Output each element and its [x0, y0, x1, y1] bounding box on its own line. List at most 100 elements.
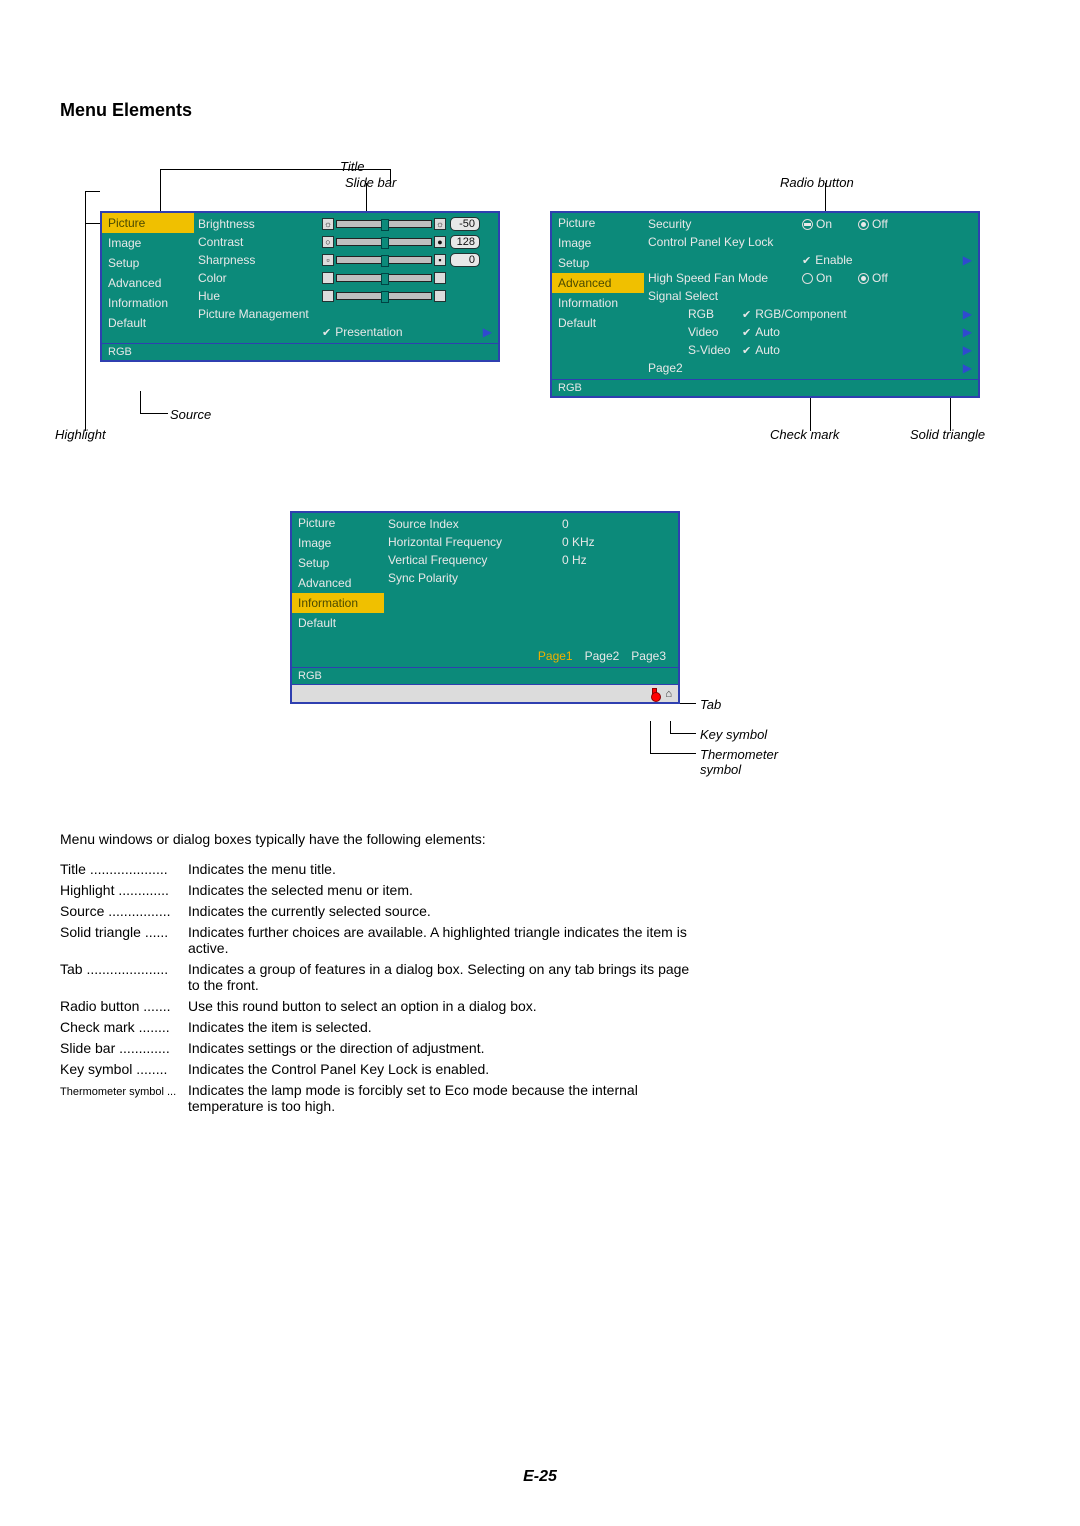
menu-item[interactable]: Image: [292, 533, 384, 553]
menu-item[interactable]: Default: [102, 313, 194, 333]
menu-item[interactable]: Setup: [552, 253, 644, 273]
setting-header: Control Panel Key Lock: [648, 235, 773, 249]
info-label: Vertical Frequency: [388, 553, 558, 567]
check-value[interactable]: Presentation: [322, 325, 403, 339]
setting-header: Picture Management: [198, 307, 492, 321]
menu-setting-row: S-Video Auto ▶: [646, 341, 974, 359]
page-title: Menu Elements: [60, 100, 1020, 121]
definition-term: Tab .....................: [60, 961, 180, 977]
menu-item[interactable]: Advanced: [552, 273, 644, 293]
setting-label: S-Video: [648, 343, 738, 357]
slide-bar[interactable]: ○●: [322, 236, 446, 248]
setting-label: High Speed Fan Mode: [648, 271, 798, 285]
info-value: 0 KHz: [562, 535, 595, 549]
menu-item[interactable]: Image: [102, 233, 194, 253]
info-row: Horizontal Frequency0 KHz: [386, 533, 674, 551]
solid-triangle-icon[interactable]: ▶: [963, 253, 972, 267]
menu-window-3: PictureImageSetupAdvancedInformationDefa…: [290, 511, 680, 704]
slide-bar[interactable]: [322, 290, 446, 302]
solid-triangle-icon[interactable]: ▶: [963, 325, 972, 339]
menu-item[interactable]: Default: [292, 613, 384, 633]
menu-setting-row: Enable ▶: [646, 251, 974, 269]
definitions-list: Title ....................Indicates the …: [60, 861, 700, 1114]
callout-highlight: Highlight: [55, 427, 106, 442]
setting-header: Signal Select: [648, 289, 718, 303]
tab[interactable]: Page2: [585, 649, 620, 663]
slide-bar[interactable]: ▫▪: [322, 254, 446, 266]
menu-setting-row: Page2▶: [646, 359, 974, 377]
value-box: 128: [450, 235, 480, 249]
key-lock-icon: ⌂: [665, 688, 672, 700]
menu-setting-row: Signal Select: [646, 287, 974, 305]
definition-term: Key symbol ........: [60, 1061, 180, 1077]
menu-right-pane: Source Index0Horizontal Frequency0 KHzVe…: [384, 513, 678, 667]
menu-item[interactable]: Default: [552, 313, 644, 333]
info-row: Sync Polarity: [386, 569, 674, 587]
menu-setting-row: Presentation ▶: [196, 323, 494, 341]
definition-row: Slide bar .............Indicates setting…: [60, 1040, 700, 1056]
definition-row: Source ................Indicates the cur…: [60, 903, 700, 919]
definition-desc: Indicates the selected menu or item.: [188, 882, 700, 898]
check-value[interactable]: Auto: [742, 325, 780, 339]
callout-radio: Radio button: [780, 175, 854, 190]
tab[interactable]: Page3: [631, 649, 666, 663]
solid-triangle-icon[interactable]: ▶: [483, 325, 492, 339]
callout-source: Source: [170, 407, 211, 422]
tab-bar: Page1 Page2 Page3: [386, 647, 674, 665]
definition-row: Radio button .......Use this round butto…: [60, 998, 700, 1014]
definition-desc: Indicates the Control Panel Key Lock is …: [188, 1061, 700, 1077]
solid-triangle-icon[interactable]: ▶: [963, 343, 972, 357]
menu-left-pane: PictureImageSetupAdvancedInformationDefa…: [552, 213, 644, 379]
info-label: Source Index: [388, 517, 558, 531]
definition-desc: Indicates settings or the direction of a…: [188, 1040, 700, 1056]
definition-row: Title ....................Indicates the …: [60, 861, 700, 877]
radio-button[interactable]: Off: [858, 217, 888, 231]
callout-title: Title: [340, 159, 364, 174]
radio-button[interactable]: On: [802, 217, 832, 231]
figure-advanced-menu: Radio button Check mark Solid triangle P…: [550, 181, 1020, 451]
setting-label: Color: [198, 271, 318, 285]
definition-desc: Indicates the lamp mode is forcibly set …: [188, 1082, 700, 1114]
info-row: Vertical Frequency0 Hz: [386, 551, 674, 569]
menu-window-1: PictureImageSetupAdvancedInformationDefa…: [100, 211, 500, 362]
definition-row: Tab ..................... Indicates a gro…: [60, 961, 700, 993]
menu-item[interactable]: Picture: [292, 513, 384, 533]
menu-item[interactable]: Information: [552, 293, 644, 313]
tab[interactable]: Page1: [538, 649, 573, 663]
definition-term: Highlight .............: [60, 882, 180, 898]
definition-desc: Indicates a group of features in a dialo…: [188, 961, 700, 993]
menu-item[interactable]: Picture: [102, 213, 194, 233]
callout-slidebar: Slide bar: [345, 175, 396, 190]
figure-picture-menu: Title Slide bar Source Highlight Picture…: [60, 181, 510, 451]
menu-item[interactable]: Picture: [552, 213, 644, 233]
menu-item[interactable]: Setup: [102, 253, 194, 273]
check-value[interactable]: Auto: [742, 343, 780, 357]
slide-bar[interactable]: ☼☼: [322, 218, 446, 230]
setting-label: Sharpness: [198, 253, 318, 267]
solid-triangle-icon[interactable]: ▶: [963, 307, 972, 321]
radio-button[interactable]: Off: [858, 271, 888, 285]
slide-bar[interactable]: [322, 272, 446, 284]
check-value[interactable]: RGB/Component: [742, 307, 847, 321]
definition-term: Check mark ........: [60, 1019, 180, 1035]
menu-item[interactable]: Information: [102, 293, 194, 313]
info-value: 0: [562, 517, 569, 531]
callout-solidtri: Solid triangle: [910, 427, 985, 442]
menu-item[interactable]: Image: [552, 233, 644, 253]
check-value[interactable]: Enable: [802, 253, 853, 267]
menu-item[interactable]: Advanced: [292, 573, 384, 593]
radio-button[interactable]: On: [802, 271, 832, 285]
definition-desc: Indicates further choices are available.…: [188, 924, 700, 956]
definition-term: Thermometer symbol ...: [60, 1086, 180, 1098]
setting-label: Contrast: [198, 235, 318, 249]
solid-triangle-icon[interactable]: ▶: [963, 361, 972, 375]
definition-desc: Indicates the menu title.: [188, 861, 700, 877]
menu-item[interactable]: Information: [292, 593, 384, 613]
menu-item[interactable]: Advanced: [102, 273, 194, 293]
value-box: 0: [450, 253, 480, 267]
info-row: Source Index 0: [386, 515, 674, 533]
value-box: -50: [450, 217, 480, 231]
intro-text: Menu windows or dialog boxes typically h…: [60, 831, 1020, 847]
menu-item[interactable]: Setup: [292, 553, 384, 573]
definition-term: Solid triangle ......: [60, 924, 180, 940]
